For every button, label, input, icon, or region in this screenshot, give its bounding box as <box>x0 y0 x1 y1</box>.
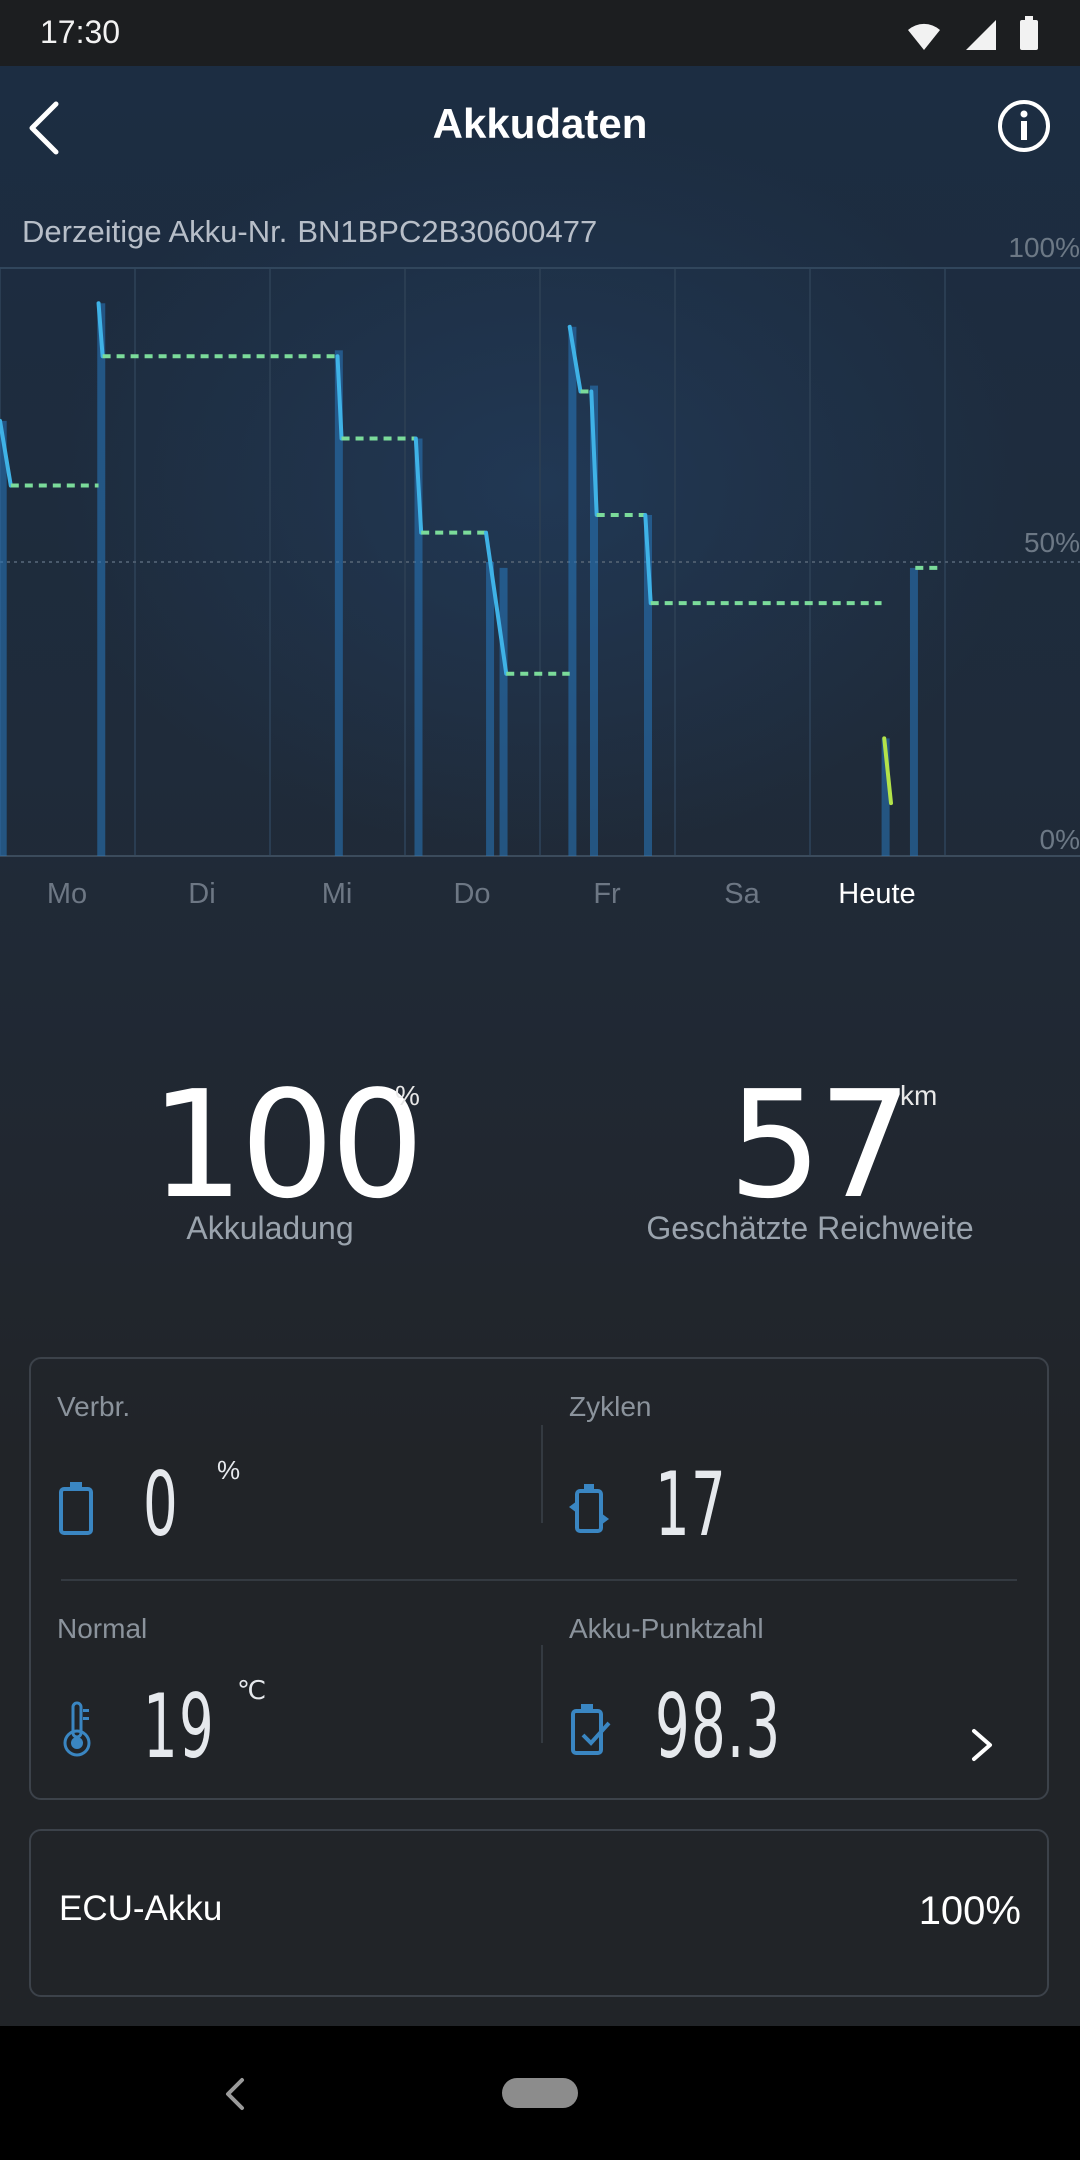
chart-bar <box>414 438 423 856</box>
range-value: 57 <box>728 1059 912 1231</box>
charge-label: Akkuladung <box>186 1210 354 1246</box>
chevron-right-icon[interactable] <box>968 1725 996 1765</box>
battery-cycle-icon <box>569 1484 609 1533</box>
chart-lines <box>0 301 940 806</box>
day-label-do[interactable]: Do <box>453 878 491 910</box>
battery-history-chart <box>0 267 1080 857</box>
chart-bar <box>499 567 508 856</box>
chart-segment-riding <box>589 389 599 517</box>
score-label: Akku-Punktzahl <box>569 1613 764 1644</box>
day-label-mo[interactable]: Mo <box>46 878 88 910</box>
consumption-unit: % <box>217 1455 241 1485</box>
charge-value: 100 <box>150 1059 424 1231</box>
temperature-unit: ℃ <box>237 1675 267 1705</box>
y-tick-label: 0% <box>1039 824 1080 855</box>
day-label-di[interactable]: Di <box>188 878 216 910</box>
chart-segment-riding <box>643 512 653 606</box>
divider <box>61 1579 1017 1581</box>
charge-unit: % <box>395 1080 420 1111</box>
chart-segment-riding <box>335 354 344 441</box>
range-unit: km <box>900 1080 938 1111</box>
page-title: Akkudaten <box>432 100 648 147</box>
battery-check-icon <box>571 1704 611 1755</box>
consumption-value: 0 <box>143 1453 179 1556</box>
chart-bar <box>486 562 495 856</box>
nav-home-button[interactable] <box>502 2078 578 2108</box>
battery-number-label: Derzeitige Akku-Nr. <box>22 214 288 249</box>
day-label-heute[interactable]: Heute <box>838 878 916 910</box>
chart-bar <box>568 326 577 856</box>
battery-icon <box>1020 16 1038 50</box>
system-nav-bar <box>0 2026 1080 2160</box>
charge-stat: 100 % Akkuladung <box>0 1060 540 1260</box>
chart-bar <box>644 514 652 856</box>
score-value[interactable]: 98.3 <box>655 1675 782 1778</box>
chart-segment-riding <box>567 324 583 394</box>
chart-segment-riding <box>0 418 13 488</box>
ecu-battery-label: ECU-Akku <box>59 1889 223 1928</box>
chart-bar <box>0 420 7 856</box>
chart-bar <box>881 738 890 856</box>
status-icons <box>908 16 1038 50</box>
chart-bar <box>334 350 343 856</box>
chart-bars <box>0 303 918 856</box>
chart-bar <box>97 303 106 856</box>
chart-segment-riding <box>413 436 424 535</box>
chart-bar <box>590 385 598 856</box>
day-labels: Mo Di Mi Do Fr Sa Heute <box>0 878 1080 918</box>
nav-back-icon[interactable] <box>222 2076 250 2112</box>
ecu-battery-value: 100% <box>918 1889 1021 1933</box>
cycles-value: 17 <box>655 1453 727 1556</box>
status-time: 17:30 <box>40 14 121 50</box>
day-label-sa[interactable]: Sa <box>724 878 760 910</box>
range-stat: 57 km Geschätzte Reichweite <box>540 1060 1080 1260</box>
divider <box>541 1645 543 1743</box>
chart-segment-riding <box>484 530 509 676</box>
chart-bar <box>909 567 918 856</box>
status-bar: 17:30 <box>0 0 1080 66</box>
chart-segment-riding <box>96 301 105 359</box>
y-tick-label: 100% <box>1008 232 1080 263</box>
wifi-icon <box>908 23 940 50</box>
day-label-fr[interactable]: Fr <box>593 878 621 910</box>
cell-signal-icon <box>966 20 996 50</box>
cycles-label: Zyklen <box>569 1391 652 1422</box>
battery-metrics-card: Verbr. 0 % Zyklen 17 Normal 19 ℃ Akku-Pu… <box>29 1357 1049 1800</box>
info-icon[interactable] <box>996 98 1052 154</box>
ecu-battery-card: ECU-Akku 100% <box>29 1829 1049 1997</box>
battery-number: Derzeitige Akku-Nr. BN1BPC2B30600477 <box>22 214 597 250</box>
y-tick-label: 50% <box>1023 527 1080 558</box>
battery-outline-icon <box>59 1482 93 1535</box>
consumption-label: Verbr. <box>57 1391 131 1422</box>
chart-segment-low <box>882 736 893 806</box>
divider <box>541 1425 543 1523</box>
temperature-label: Normal <box>57 1613 148 1644</box>
range-label: Geschätzte Reichweite <box>646 1210 974 1246</box>
back-arrow-icon[interactable] <box>22 96 68 160</box>
day-label-mi[interactable]: Mi <box>321 878 353 910</box>
temperature-value: 19 <box>143 1675 215 1778</box>
thermometer-icon <box>63 1701 91 1757</box>
battery-number-value: BN1BPC2B30600477 <box>297 214 598 249</box>
chart-grid <box>0 267 1080 857</box>
